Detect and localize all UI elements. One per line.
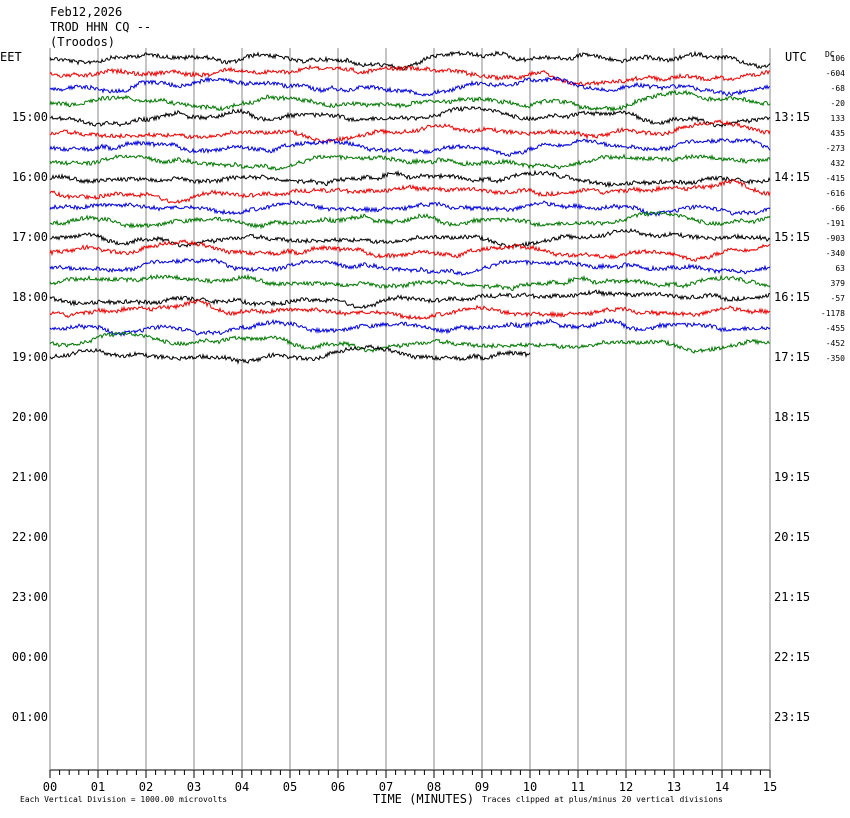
trace bbox=[49, 238, 771, 262]
date: Feb12,2026 bbox=[50, 5, 122, 19]
dc-value: -604 bbox=[826, 69, 845, 78]
trace bbox=[49, 119, 771, 144]
x-tick-label: 07 bbox=[379, 780, 393, 794]
trace bbox=[49, 105, 771, 128]
left-time-label: 22:00 bbox=[12, 530, 48, 544]
x-tick-label: 00 bbox=[43, 780, 57, 794]
left-axis-label: EET bbox=[0, 50, 22, 64]
trace bbox=[49, 75, 771, 97]
station: TROD HHN CQ -- bbox=[50, 20, 151, 34]
x-tick-label: 12 bbox=[619, 780, 633, 794]
left-time-label: 16:00 bbox=[12, 170, 48, 184]
clip-note: Traces clipped at plus/minus 20 vertical… bbox=[482, 795, 723, 804]
right-time-label: 15:15 bbox=[774, 230, 810, 244]
right-time-label: 19:15 bbox=[774, 470, 810, 484]
left-time-label: 17:00 bbox=[12, 230, 48, 244]
trace bbox=[49, 344, 531, 365]
x-tick-label: 01 bbox=[91, 780, 105, 794]
dc-value: -452 bbox=[826, 339, 845, 348]
dc-value: -340 bbox=[826, 249, 845, 258]
right-time-label: 21:15 bbox=[774, 590, 810, 604]
dc-value: 435 bbox=[831, 129, 846, 138]
trace bbox=[49, 178, 771, 204]
right-time-label: 16:15 bbox=[774, 290, 810, 304]
x-axis-title: TIME (MINUTES) bbox=[373, 792, 474, 806]
trace bbox=[49, 273, 771, 292]
dc-value: -273 bbox=[826, 144, 845, 153]
dc-value: 106 bbox=[831, 54, 846, 63]
location: (Troodos) bbox=[50, 35, 115, 49]
trace bbox=[49, 153, 771, 171]
x-tick-label: 13 bbox=[667, 780, 681, 794]
x-tick-label: 09 bbox=[475, 780, 489, 794]
trace bbox=[49, 317, 771, 338]
dc-value: 379 bbox=[831, 279, 846, 288]
right-time-label: 18:15 bbox=[774, 410, 810, 424]
x-tick-label: 08 bbox=[427, 780, 441, 794]
dc-value: -415 bbox=[826, 174, 845, 183]
trace bbox=[49, 89, 771, 113]
left-time-label: 20:00 bbox=[12, 410, 48, 424]
x-tick-label: 06 bbox=[331, 780, 345, 794]
x-tick-label: 11 bbox=[571, 780, 585, 794]
x-tick-label: 02 bbox=[139, 780, 153, 794]
dc-value: 432 bbox=[831, 159, 846, 168]
trace bbox=[49, 210, 771, 230]
left-time-label: 23:00 bbox=[12, 590, 48, 604]
scale-note: Each Vertical Division = 1000.00 microvo… bbox=[20, 795, 227, 804]
right-time-label: 14:15 bbox=[774, 170, 810, 184]
dc-value: 133 bbox=[831, 114, 846, 123]
trace bbox=[49, 64, 771, 87]
left-time-label: 01:00 bbox=[12, 710, 48, 724]
x-tick-label: 10 bbox=[523, 780, 537, 794]
right-time-label: 13:15 bbox=[774, 110, 810, 124]
dc-value: -68 bbox=[831, 84, 846, 93]
dc-value: -350 bbox=[826, 354, 845, 363]
x-tick-label: 05 bbox=[283, 780, 297, 794]
trace bbox=[49, 257, 771, 276]
dc-value: -903 bbox=[826, 234, 845, 243]
right-time-label: 22:15 bbox=[774, 650, 810, 664]
dc-label: DC bbox=[825, 50, 835, 59]
dc-value: -1178 bbox=[821, 309, 845, 318]
right-axis-label: UTC bbox=[785, 50, 807, 64]
dc-value: -20 bbox=[831, 99, 846, 108]
x-tick-label: 04 bbox=[235, 780, 249, 794]
dc-value: -455 bbox=[826, 324, 845, 333]
dc-value: -66 bbox=[831, 204, 846, 213]
left-time-label: 15:00 bbox=[12, 110, 48, 124]
trace bbox=[49, 169, 771, 189]
left-time-label: 21:00 bbox=[12, 470, 48, 484]
right-time-label: 20:15 bbox=[774, 530, 810, 544]
trace bbox=[49, 331, 771, 354]
trace bbox=[49, 298, 771, 321]
left-time-label: 00:00 bbox=[12, 650, 48, 664]
right-time-label: 23:15 bbox=[774, 710, 810, 724]
trace bbox=[49, 289, 771, 310]
x-tick-label: 03 bbox=[187, 780, 201, 794]
x-tick-label: 15 bbox=[763, 780, 777, 794]
dc-value: -191 bbox=[826, 219, 845, 228]
left-time-label: 18:00 bbox=[12, 290, 48, 304]
trace bbox=[49, 137, 771, 157]
trace bbox=[49, 227, 771, 249]
left-time-label: 19:00 bbox=[12, 350, 48, 364]
dc-value: -57 bbox=[831, 294, 846, 303]
dc-value: -616 bbox=[826, 189, 845, 198]
x-tick-label: 14 bbox=[715, 780, 729, 794]
dc-value: 63 bbox=[835, 264, 845, 273]
right-time-label: 17:15 bbox=[774, 350, 810, 364]
